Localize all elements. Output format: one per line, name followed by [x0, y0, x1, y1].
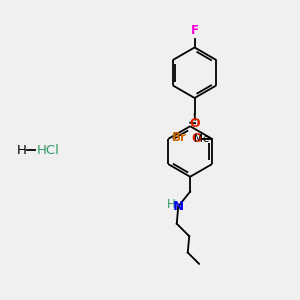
Text: H: H	[167, 198, 176, 211]
Text: N: N	[173, 200, 184, 213]
Text: HCl: HCl	[37, 143, 60, 157]
Text: O: O	[190, 117, 200, 130]
Text: H: H	[17, 143, 26, 157]
Text: Me: Me	[194, 134, 209, 144]
Text: F: F	[190, 24, 199, 37]
Text: O: O	[191, 132, 202, 146]
Text: Br: Br	[172, 131, 187, 144]
